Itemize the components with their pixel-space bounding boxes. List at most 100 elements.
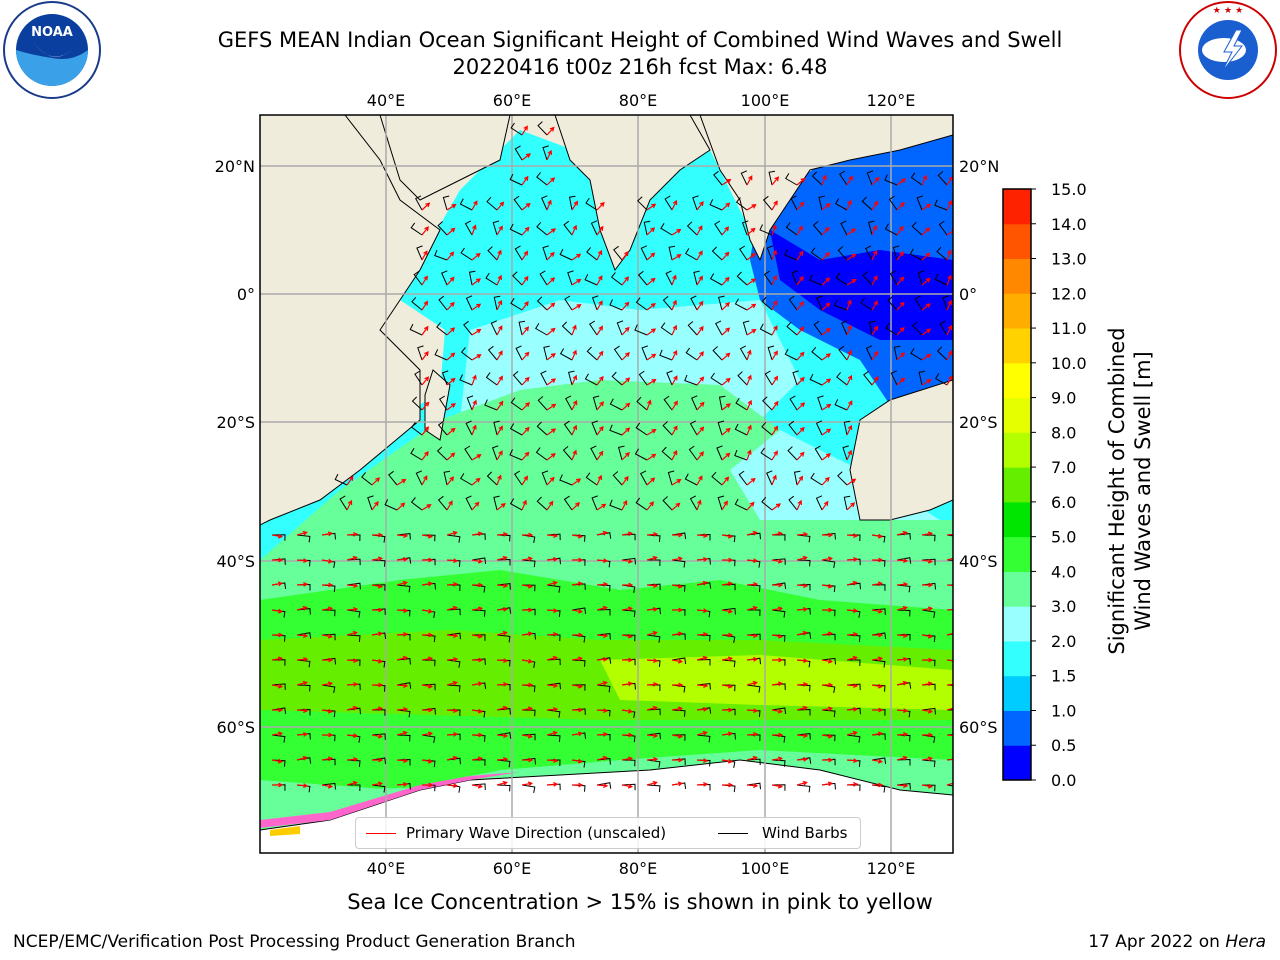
wind-barb <box>446 534 461 543</box>
wave-direction-arrow <box>521 202 531 211</box>
footer-machine: Hera <box>1225 932 1266 952</box>
wave-direction-arrow <box>696 451 704 461</box>
wind-barb <box>361 472 373 486</box>
colorbar-tick-label: 12.0 <box>1051 284 1087 303</box>
wave-direction-arrow <box>871 656 884 662</box>
wave-direction-arrow <box>921 174 928 186</box>
wind-barb <box>521 534 536 543</box>
wave-direction-arrow <box>671 350 678 361</box>
wind-barb <box>843 420 851 436</box>
footer-date: 17 Apr 2022 on Hera <box>1088 932 1266 952</box>
wave-direction-arrow <box>546 758 559 764</box>
wind-barb <box>410 422 423 436</box>
wave-direction-arrow <box>771 375 779 386</box>
wind-barb <box>871 632 887 639</box>
wave-direction-arrow <box>596 680 608 686</box>
wave-direction-arrow <box>521 658 534 664</box>
wind-barb <box>921 534 936 542</box>
chart-subtitle: 20220416 t00z 216h fcst Max: 6.48 <box>452 55 828 79</box>
wave-direction-arrow <box>896 731 909 737</box>
wave-direction-arrow <box>896 225 904 236</box>
wave-direction-arrow <box>746 708 759 714</box>
wind-barb <box>696 683 711 690</box>
wind-barb <box>690 295 698 311</box>
wave-direction-arrow <box>296 581 309 587</box>
wave-direction-arrow <box>646 429 657 436</box>
wind-barb <box>571 684 586 691</box>
wave-direction-arrow <box>546 631 559 637</box>
wind-barb <box>636 396 648 411</box>
wave-direction-arrow <box>521 250 529 261</box>
wave-direction-arrow <box>871 350 879 361</box>
wind-barb <box>721 684 736 692</box>
wave-direction-arrow <box>821 302 831 311</box>
wind-barbs-legend-label: Wind Barbs <box>762 824 848 842</box>
wind-barb <box>712 346 723 361</box>
wave-direction-arrow <box>471 501 480 511</box>
wind-barb <box>759 323 773 336</box>
wind-barb <box>921 707 936 715</box>
wave-direction-arrow <box>396 478 407 486</box>
india-landmass <box>554 115 711 272</box>
wave-direction-arrow <box>571 349 577 361</box>
wave-direction-arrow <box>596 300 603 311</box>
wave-direction-arrow <box>421 758 434 764</box>
wave-direction-arrow <box>446 227 456 236</box>
wind-barb <box>668 245 676 261</box>
wind-barb <box>563 420 573 436</box>
wind-barb <box>768 170 776 186</box>
wind-barb <box>884 174 898 186</box>
wave-direction-arrow <box>571 478 582 486</box>
wave-direction-arrow <box>421 504 432 511</box>
wave-direction-arrow <box>821 733 834 739</box>
wind-barb <box>536 421 548 436</box>
wave-direction-arrow <box>446 708 459 714</box>
wind-barb <box>567 370 575 386</box>
wind-barb <box>742 320 750 336</box>
wind-barb <box>542 245 549 261</box>
wind-barb <box>437 495 448 511</box>
wave-direction-arrow <box>771 474 777 486</box>
wind-barb <box>896 783 911 790</box>
wind-barb <box>446 684 461 692</box>
wave-direction-arrow <box>871 325 879 336</box>
wave-direction-arrow <box>721 178 732 186</box>
wind-barb <box>791 270 798 286</box>
wind-barb <box>889 270 898 286</box>
wind-barb <box>696 734 711 743</box>
wave-direction-arrow <box>721 500 728 511</box>
wave-direction-arrow <box>371 781 384 787</box>
wave-direction-arrow <box>546 781 559 787</box>
wind-barb <box>537 121 548 136</box>
wind-barb <box>539 270 548 286</box>
wind-barb <box>271 707 287 714</box>
wave-direction-arrow <box>372 757 384 763</box>
wave-direction-arrow <box>896 326 905 336</box>
map-field <box>260 115 953 853</box>
wave-direction-arrow <box>946 758 953 761</box>
wave-direction-arrow <box>371 733 384 739</box>
wind-barb <box>884 223 898 236</box>
wind-barb <box>710 372 723 386</box>
wave-direction-arrow <box>846 400 853 411</box>
wave-direction-arrow <box>796 756 809 762</box>
wave-direction-arrow <box>771 606 784 612</box>
wind-barb <box>464 445 473 461</box>
wind-barb <box>746 758 761 766</box>
wind-barb <box>496 583 511 590</box>
wave-direction-arrow <box>921 783 934 789</box>
wave-direction-arrow <box>496 274 502 286</box>
wind-barb <box>346 634 361 642</box>
wave-direction-arrow <box>571 253 582 261</box>
wave-direction-arrow <box>921 203 932 211</box>
wave-direction-arrow <box>671 425 678 436</box>
wave-direction-arrow <box>771 224 777 236</box>
wave-direction-arrow <box>371 556 384 562</box>
wave-direction-arrow <box>446 327 456 336</box>
wave-direction-arrow <box>346 606 359 612</box>
wind-barb <box>667 470 675 486</box>
wave-direction-arrow <box>346 475 354 486</box>
wave-direction-arrow <box>596 503 607 511</box>
wind-barb <box>671 734 686 741</box>
wave-direction-arrow <box>546 251 555 261</box>
